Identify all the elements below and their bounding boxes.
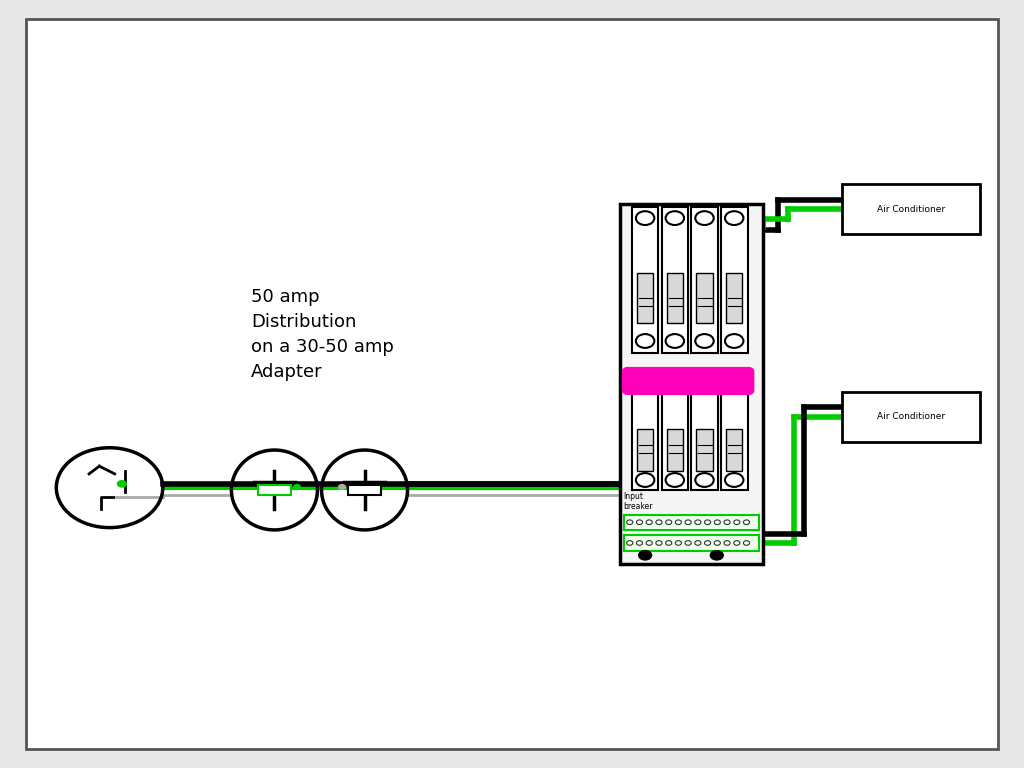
Text: Air Conditioner: Air Conditioner bbox=[877, 412, 945, 421]
FancyBboxPatch shape bbox=[348, 485, 381, 495]
FancyBboxPatch shape bbox=[624, 535, 759, 551]
FancyBboxPatch shape bbox=[26, 19, 998, 749]
Circle shape bbox=[710, 550, 724, 561]
FancyBboxPatch shape bbox=[721, 394, 748, 490]
FancyBboxPatch shape bbox=[620, 204, 763, 564]
FancyBboxPatch shape bbox=[624, 369, 753, 393]
FancyBboxPatch shape bbox=[662, 394, 688, 490]
FancyBboxPatch shape bbox=[691, 394, 718, 490]
FancyBboxPatch shape bbox=[691, 207, 718, 353]
FancyBboxPatch shape bbox=[721, 207, 748, 353]
Circle shape bbox=[638, 550, 652, 561]
FancyBboxPatch shape bbox=[696, 273, 713, 323]
FancyBboxPatch shape bbox=[842, 184, 980, 234]
FancyBboxPatch shape bbox=[258, 485, 291, 495]
FancyBboxPatch shape bbox=[624, 515, 759, 530]
FancyBboxPatch shape bbox=[632, 394, 658, 490]
FancyBboxPatch shape bbox=[726, 273, 742, 323]
FancyBboxPatch shape bbox=[662, 207, 688, 353]
Text: Air Conditioner: Air Conditioner bbox=[877, 205, 945, 214]
Text: Input
breaker: Input breaker bbox=[624, 492, 653, 511]
FancyBboxPatch shape bbox=[637, 429, 653, 471]
FancyBboxPatch shape bbox=[632, 207, 658, 353]
FancyBboxPatch shape bbox=[726, 429, 742, 471]
Circle shape bbox=[293, 484, 301, 490]
Text: 50 amp
Distribution
on a 30-50 amp
Adapter: 50 amp Distribution on a 30-50 amp Adapt… bbox=[251, 287, 394, 381]
FancyBboxPatch shape bbox=[842, 392, 980, 442]
FancyBboxPatch shape bbox=[637, 273, 653, 323]
Circle shape bbox=[117, 480, 127, 488]
FancyBboxPatch shape bbox=[667, 429, 683, 471]
Circle shape bbox=[338, 484, 346, 490]
FancyBboxPatch shape bbox=[696, 429, 713, 471]
FancyBboxPatch shape bbox=[667, 273, 683, 323]
